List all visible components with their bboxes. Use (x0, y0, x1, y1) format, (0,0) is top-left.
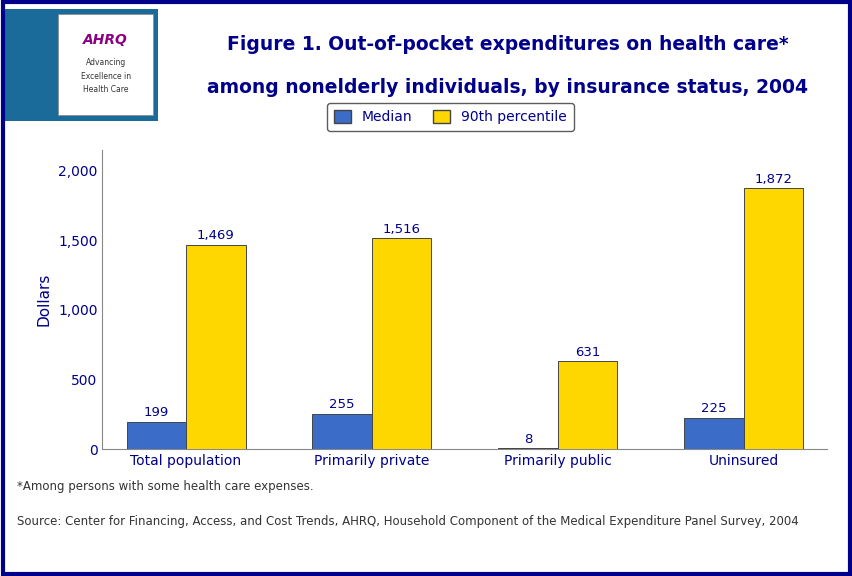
Text: 1,516: 1,516 (383, 222, 420, 236)
Bar (557, 361, 617, 449)
Bar (312, 414, 371, 449)
Bar (743, 188, 803, 449)
Y-axis label: Dollars: Dollars (36, 273, 51, 326)
Text: Advancing: Advancing (85, 58, 125, 67)
Text: Excellence in: Excellence in (80, 71, 130, 81)
Text: 255: 255 (329, 398, 354, 411)
Text: among nonelderly individuals, by insurance status, 2004: among nonelderly individuals, by insuran… (207, 78, 807, 97)
Text: Figure 1. Out-of-pocket expenditures on health care*: Figure 1. Out-of-pocket expenditures on … (227, 35, 787, 54)
Text: 8: 8 (523, 433, 532, 446)
Text: *Among persons with some health care expenses.: *Among persons with some health care exp… (17, 480, 314, 493)
Text: Source: Center for Financing, Access, and Cost Trends, AHRQ, Household Component: Source: Center for Financing, Access, an… (17, 515, 797, 528)
Bar (58, 14, 153, 115)
Text: 199: 199 (143, 406, 169, 419)
Bar (371, 238, 431, 449)
Bar (683, 418, 743, 449)
Bar (126, 422, 186, 449)
Text: AHRQ: AHRQ (83, 33, 128, 47)
Legend: Median, 90th percentile: Median, 90th percentile (326, 103, 573, 131)
Text: 631: 631 (574, 346, 600, 359)
Text: Health Care: Health Care (83, 85, 128, 94)
Text: 225: 225 (700, 403, 726, 415)
Text: 1,872: 1,872 (754, 173, 792, 186)
Bar (186, 245, 245, 449)
Bar (498, 448, 557, 449)
Text: 1,469: 1,469 (197, 229, 234, 242)
